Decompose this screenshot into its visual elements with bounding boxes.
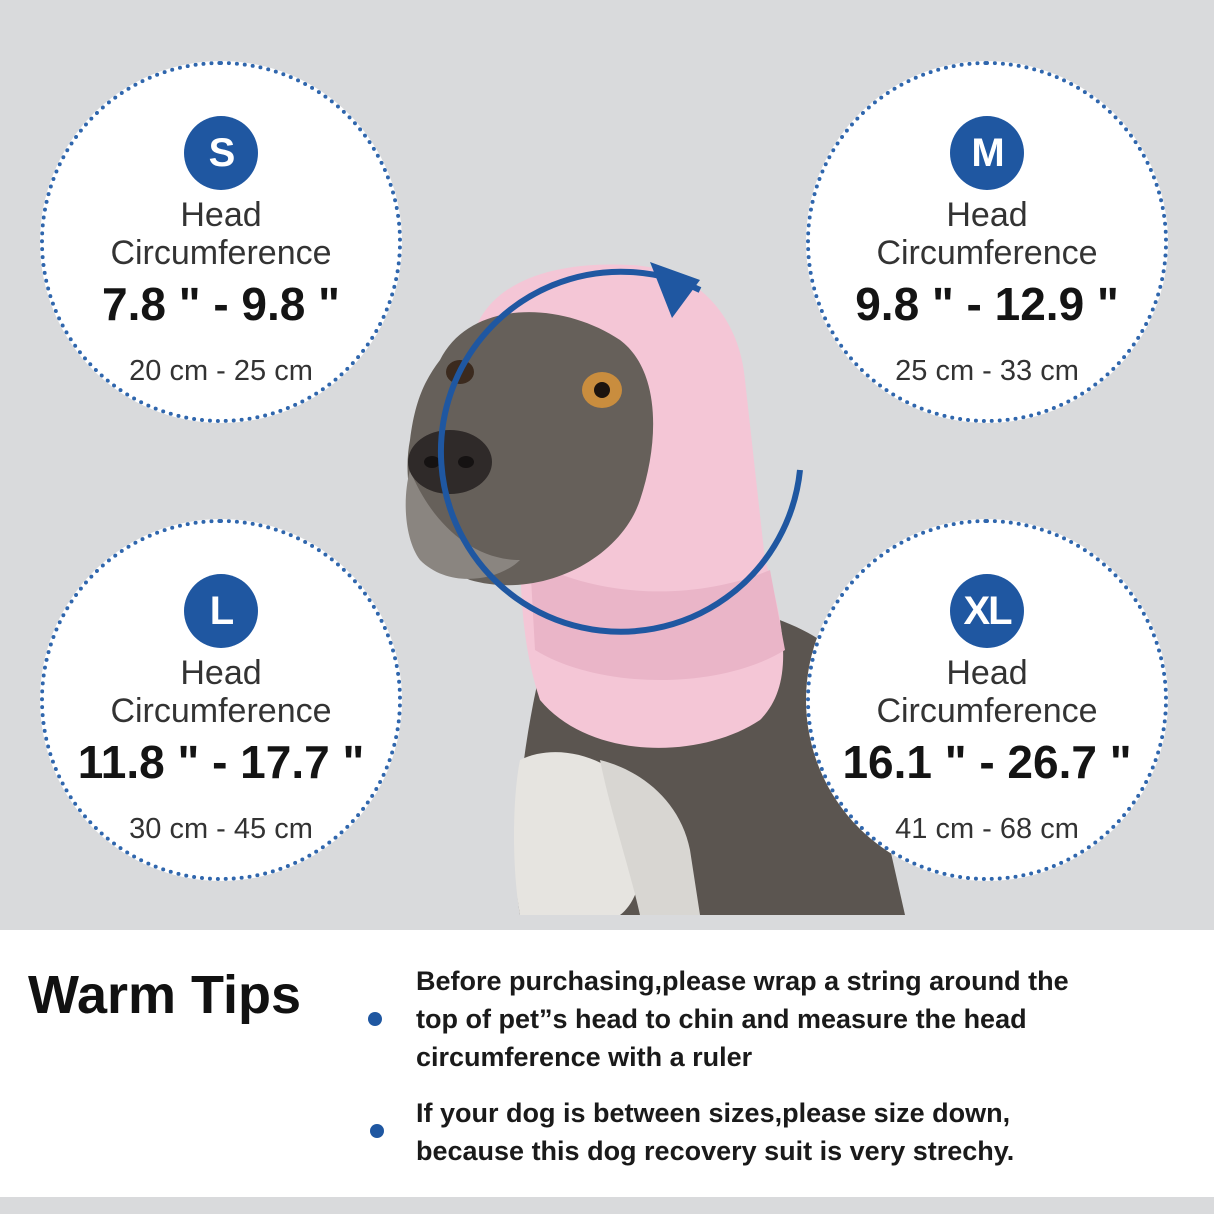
size-label-line-2: Circumference [876, 234, 1098, 272]
size-card-m: M Head Circumference 9.8 " - 12.9 " 25 c… [806, 61, 1168, 423]
size-card-s: S Head Circumference 7.8 " - 9.8 " 20 cm… [40, 61, 402, 423]
size-card-l: L Head Circumference 11.8 " - 17.7 " 30 … [40, 519, 402, 881]
size-range-cm: 25 cm - 33 cm [895, 355, 1079, 387]
size-label-line-1: Head [180, 196, 262, 234]
circular-arrow-icon [650, 262, 700, 318]
size-badge: XL [950, 574, 1024, 648]
size-label: Head Circumference [810, 196, 1164, 272]
size-badge: S [184, 116, 258, 190]
size-label-line-1: Head [946, 196, 1028, 234]
tip-item: If your dog is between sizes,please size… [416, 1094, 1136, 1170]
size-range-cm: 20 cm - 25 cm [129, 355, 313, 387]
measure-circle [437, 268, 803, 635]
dot-bullet-icon [370, 1124, 384, 1138]
size-label-line-1: Head [946, 654, 1028, 692]
size-label: Head Circumference [44, 654, 398, 730]
tip-item: Before purchasing,please wrap a string a… [416, 962, 1136, 1076]
dot-bullet-icon [368, 1012, 382, 1026]
size-range-cm: 30 cm - 45 cm [129, 813, 313, 845]
size-badge: M [950, 116, 1024, 190]
tip-line: If your dog is between sizes,please size… [416, 1098, 1011, 1128]
size-range-inches: 16.1 " - 26.7 " [842, 736, 1132, 788]
bottom-divider [0, 1197, 1214, 1214]
tip-line: because this dog recovery suit is very s… [416, 1136, 1015, 1166]
size-range-inches: 11.8 " - 17.7 " [77, 736, 365, 788]
size-label: Head Circumference [44, 196, 398, 272]
size-label-line-2: Circumference [876, 692, 1098, 730]
size-badge: L [184, 574, 258, 648]
tip-line: Before purchasing,please wrap a string a… [416, 966, 1069, 996]
size-label-line-2: Circumference [110, 692, 332, 730]
size-label: Head Circumference [810, 654, 1164, 730]
size-card-xl: XL Head Circumference 16.1 " - 26.7 " 41… [806, 519, 1168, 881]
size-range-cm: 41 cm - 68 cm [895, 813, 1079, 845]
size-range-inches: 7.8 " - 9.8 " [102, 278, 340, 330]
size-label-line-2: Circumference [110, 234, 332, 272]
tip-line: top of pet”s head to chin and measure th… [416, 1004, 1027, 1034]
size-label-line-1: Head [180, 654, 262, 692]
size-range-inches: 9.8 " - 12.9 " [855, 278, 1119, 330]
tip-line: circumference with a ruler [416, 1042, 753, 1072]
dog-illustration [405, 262, 905, 915]
warm-tips-title: Warm Tips [28, 965, 302, 1025]
